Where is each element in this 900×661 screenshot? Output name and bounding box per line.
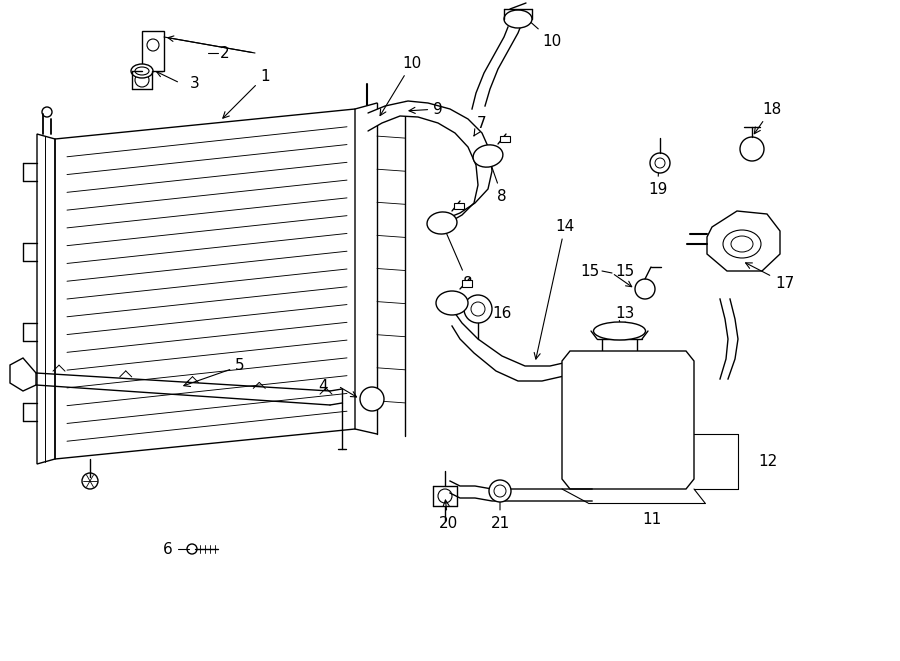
Ellipse shape (593, 322, 645, 340)
Bar (500, 136, 510, 142)
Text: 1: 1 (223, 69, 270, 118)
Polygon shape (368, 101, 492, 227)
Ellipse shape (473, 145, 503, 167)
Text: 16: 16 (482, 305, 511, 321)
Text: 2: 2 (220, 46, 230, 61)
Text: 12: 12 (759, 454, 778, 469)
Text: 3: 3 (190, 75, 200, 91)
Text: 9: 9 (409, 102, 443, 116)
Ellipse shape (504, 10, 532, 28)
Text: 10: 10 (380, 56, 421, 116)
Text: 8: 8 (489, 160, 507, 204)
Polygon shape (37, 134, 55, 464)
Circle shape (187, 544, 197, 554)
Bar (454, 203, 464, 209)
Circle shape (740, 137, 764, 161)
Text: 15: 15 (580, 264, 600, 278)
Polygon shape (707, 211, 780, 271)
Text: 4: 4 (319, 379, 328, 393)
Ellipse shape (723, 230, 761, 258)
Circle shape (489, 480, 511, 502)
Circle shape (360, 387, 384, 411)
Text: 10: 10 (521, 14, 562, 48)
Polygon shape (562, 351, 694, 489)
Polygon shape (10, 358, 36, 391)
Text: 6: 6 (163, 541, 173, 557)
Text: 5: 5 (184, 358, 245, 387)
Text: 8: 8 (443, 227, 473, 290)
Circle shape (635, 279, 655, 299)
Text: 21: 21 (491, 495, 509, 531)
Text: 18: 18 (754, 102, 781, 134)
Text: 7: 7 (474, 116, 487, 136)
Text: 17: 17 (745, 263, 794, 290)
Polygon shape (452, 309, 612, 381)
Polygon shape (472, 23, 522, 109)
Circle shape (650, 153, 670, 173)
Ellipse shape (427, 212, 457, 234)
Text: 15: 15 (615, 264, 634, 278)
Text: 11: 11 (643, 512, 662, 527)
Text: 20: 20 (438, 500, 457, 531)
Text: 14: 14 (535, 219, 574, 359)
Text: 19: 19 (648, 182, 668, 196)
Ellipse shape (131, 64, 153, 78)
Text: 13: 13 (615, 305, 634, 327)
Ellipse shape (436, 291, 468, 315)
Bar (462, 280, 472, 287)
Polygon shape (142, 31, 164, 71)
Circle shape (464, 295, 492, 323)
